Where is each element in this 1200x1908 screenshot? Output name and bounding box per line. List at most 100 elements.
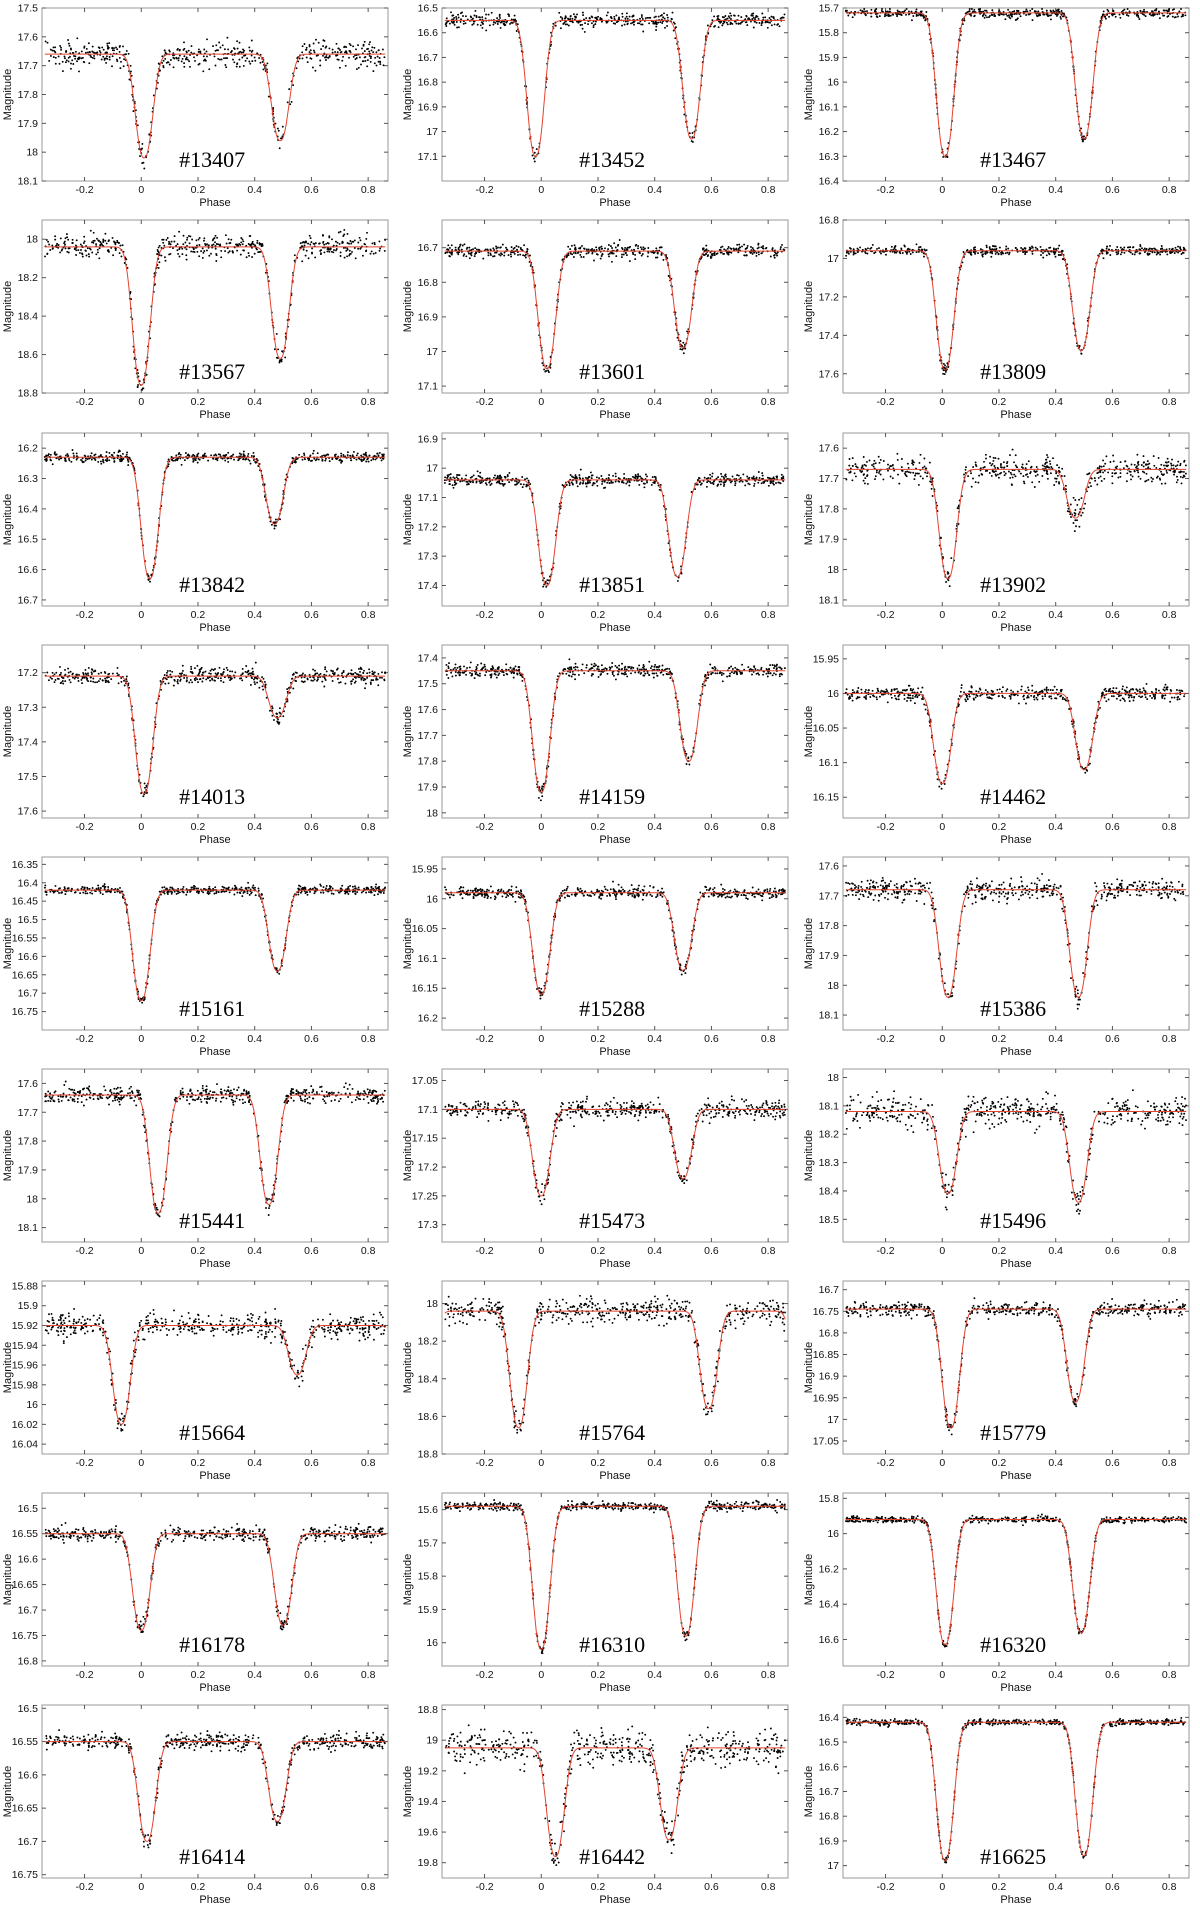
data-point — [719, 481, 721, 483]
x-tick-label: 0.2 — [191, 609, 206, 621]
data-point — [993, 465, 995, 467]
data-point — [714, 254, 716, 256]
data-point — [368, 50, 370, 52]
data-point — [508, 254, 510, 256]
data-point — [307, 458, 309, 460]
data-point — [328, 47, 330, 49]
y-tick-label: 17 — [426, 126, 438, 138]
star-id-label: #13467 — [980, 147, 1046, 172]
data-point — [980, 248, 982, 250]
data-point — [314, 51, 316, 53]
data-point — [641, 480, 643, 482]
data-point — [456, 18, 458, 20]
data-point — [654, 23, 656, 25]
data-point — [46, 239, 48, 241]
data-point — [743, 244, 745, 246]
data-point — [164, 256, 166, 258]
y-tick-label: 16.5 — [418, 3, 439, 15]
data-point — [761, 472, 763, 474]
data-point — [109, 59, 111, 61]
data-point — [584, 22, 586, 24]
data-point — [1049, 247, 1051, 249]
data-point — [730, 22, 732, 24]
data-point — [648, 17, 650, 19]
data-point — [473, 474, 475, 476]
x-tick-label: 0.6 — [704, 184, 719, 196]
data-point — [485, 17, 487, 19]
data-point — [238, 59, 240, 61]
data-point — [471, 24, 473, 26]
data-point — [754, 483, 756, 485]
data-point — [889, 8, 891, 10]
data-point — [177, 253, 179, 255]
data-point — [357, 248, 359, 250]
data-point — [212, 458, 214, 460]
data-point — [224, 250, 226, 252]
data-point — [338, 232, 340, 234]
data-point — [753, 485, 755, 487]
data-point — [613, 16, 615, 18]
data-point — [202, 247, 204, 249]
data-point — [112, 454, 114, 456]
data-point — [502, 485, 504, 487]
data-point — [180, 454, 182, 456]
data-point — [199, 51, 201, 53]
data-point — [746, 21, 748, 23]
data-point — [95, 253, 97, 255]
data-point — [190, 250, 192, 252]
data-point — [1105, 18, 1107, 20]
data-point — [340, 453, 342, 455]
data-point — [752, 15, 754, 17]
data-point — [655, 478, 657, 480]
data-point — [224, 460, 226, 462]
data-point — [774, 23, 776, 25]
data-point — [601, 248, 603, 250]
data-point — [202, 257, 204, 259]
data-point — [81, 253, 83, 255]
y-tick-label: 16.8 — [819, 215, 840, 227]
data-point — [581, 24, 583, 26]
data-point — [756, 252, 758, 254]
data-point — [736, 474, 738, 476]
data-point — [1079, 345, 1081, 347]
data-point — [610, 245, 612, 247]
observation-points — [44, 449, 385, 583]
data-point — [312, 67, 314, 69]
data-point — [93, 55, 95, 57]
data-point — [1109, 254, 1111, 256]
data-point — [890, 15, 892, 17]
data-point — [867, 483, 869, 485]
data-point — [768, 485, 770, 487]
data-point — [266, 62, 268, 64]
data-point — [607, 12, 609, 14]
data-point — [66, 233, 68, 235]
data-point — [113, 49, 115, 51]
data-point — [59, 45, 61, 47]
data-point — [141, 143, 143, 145]
data-point — [291, 101, 293, 103]
data-point — [446, 477, 448, 479]
x-tick-label: 0.2 — [591, 609, 606, 621]
data-point — [258, 57, 260, 59]
data-point — [994, 245, 996, 247]
data-point — [1015, 19, 1017, 21]
data-point — [514, 18, 516, 20]
data-point — [848, 253, 850, 255]
data-point — [51, 50, 53, 52]
data-point — [356, 68, 358, 70]
data-point — [74, 247, 76, 249]
data-point — [242, 48, 244, 50]
data-point — [974, 246, 976, 248]
data-point — [1025, 8, 1027, 10]
data-point — [891, 246, 893, 248]
data-point — [75, 51, 77, 53]
data-point — [600, 258, 602, 260]
data-point — [91, 459, 93, 461]
data-point — [254, 57, 256, 59]
data-point — [460, 12, 462, 14]
data-point — [249, 63, 251, 65]
